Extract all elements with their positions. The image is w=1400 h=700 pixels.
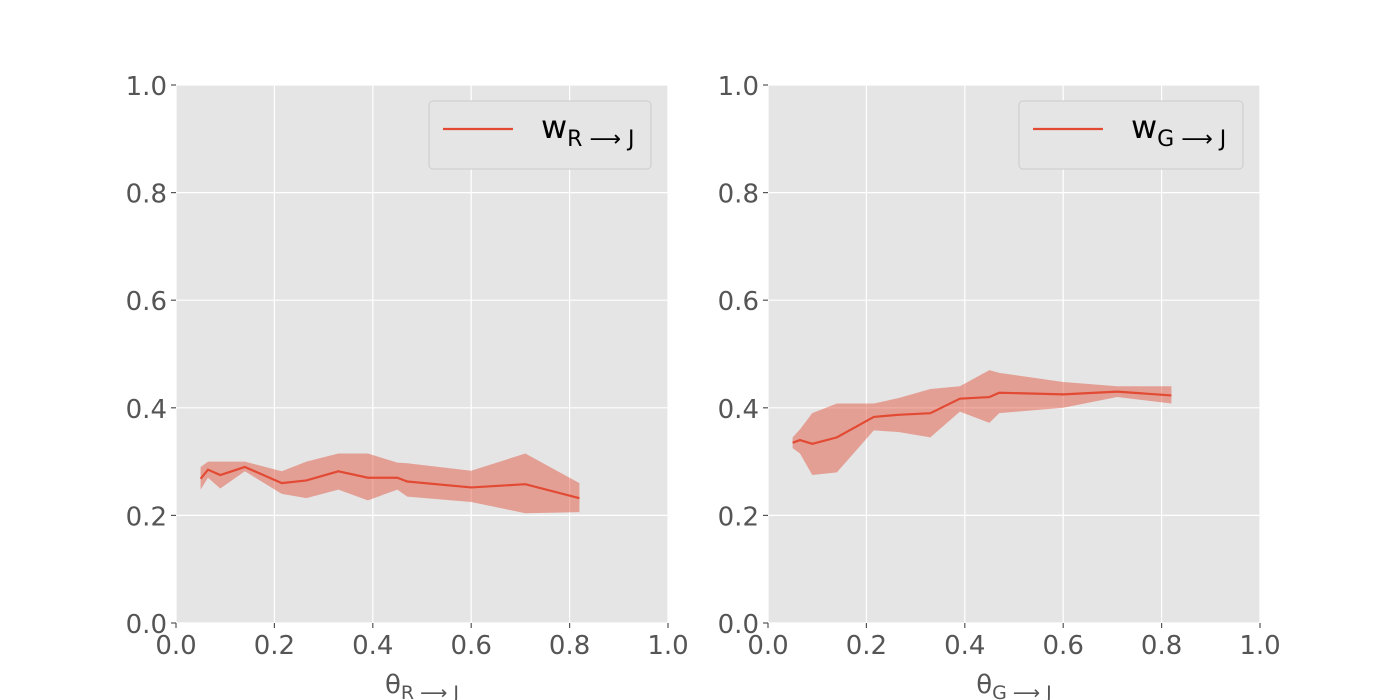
y-tick-label: 0.4 [718, 395, 759, 425]
x-axis-label-main: θ [976, 670, 992, 700]
legend-label-main: w [541, 108, 567, 146]
y-tick-label: 0.4 [126, 395, 167, 425]
legend: wG ⟶ J [1018, 100, 1244, 170]
y-tick-label: 0.8 [718, 180, 759, 210]
x-tick-label: 0.2 [254, 631, 295, 661]
legend: wR ⟶ J [428, 100, 652, 170]
legend-frame [1018, 100, 1244, 170]
legend-frame [428, 100, 652, 170]
x-tick-label: 0.8 [549, 631, 590, 661]
x-tick-label: 0.8 [1141, 631, 1182, 661]
x-tick-label: 0.4 [352, 631, 393, 661]
legend-label-main: w [1131, 108, 1157, 146]
x-tick-label: 1.0 [1239, 631, 1280, 661]
series-line [199, 465, 580, 500]
confidence-band [200, 453, 580, 514]
y-tick-label: 0.0 [718, 610, 759, 640]
x-axis-label-subscript: R ⟶ J [401, 682, 459, 700]
x-tick-label: 0.6 [1043, 631, 1084, 661]
y-tick-label: 0.2 [126, 502, 167, 532]
plot-area [768, 85, 1260, 623]
x-axis-label-main: θ [385, 670, 401, 700]
legend-label-subscript: G ⟶ J [1157, 127, 1226, 152]
panel-right: 0.0 0.2 0.4 0.6 0.8 1.00.00.20.40.60.81.0θG ⟶… [718, 72, 1281, 700]
y-tick-label: 1.0 [718, 72, 759, 102]
x-axis-label-subscript: G ⟶ J [992, 682, 1052, 700]
y-tick-label: 0.6 [126, 287, 167, 317]
y-tick-label: 0.6 [718, 287, 759, 317]
confidence-band [792, 370, 1172, 476]
legend-label: wG ⟶ J [1131, 108, 1226, 152]
y-tick-label: 0.0 [126, 610, 167, 640]
series-line [792, 390, 1172, 445]
y-tick-label: 0.8 [126, 180, 167, 210]
legend-label-subscript: R ⟶ J [567, 127, 634, 152]
x-tick-label: 0.2 [846, 631, 887, 661]
x-axis-label: θG ⟶ J [976, 670, 1052, 700]
x-tick-label: 0.4 [944, 631, 985, 661]
plot-area [176, 85, 668, 623]
x-axis-label: θR ⟶ J [385, 670, 459, 700]
y-tick-label: 1.0 [126, 72, 167, 102]
x-tick-label: 0.0 [747, 631, 788, 661]
x-tick-label: 1.0 [647, 631, 688, 661]
x-tick-label: 0.0 [155, 631, 196, 661]
panel-left: 0.0 0.2 0.4 0.6 0.8 1.00.00.20.40.60.81.0θR ⟶… [126, 72, 689, 700]
x-tick-label: 0.6 [451, 631, 492, 661]
legend-label: wR ⟶ J [541, 108, 634, 152]
y-tick-label: 0.2 [718, 502, 759, 532]
